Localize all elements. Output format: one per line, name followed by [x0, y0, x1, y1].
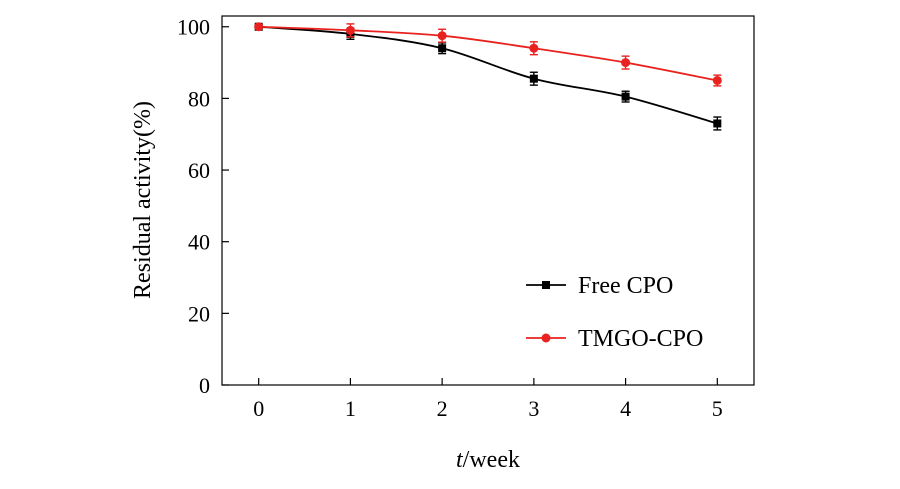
y-tick-label: 100 — [177, 15, 210, 40]
y-axis-title: Residual activity(%) — [130, 101, 156, 299]
x-axis-ticks: 0 1 2 3 4 5 — [253, 378, 723, 421]
data-point — [621, 92, 630, 101]
legend-entry-tmgo-cpo: TMGO-CPO — [526, 326, 703, 352]
series-free-cpo — [254, 22, 722, 131]
x-tick-label: 4 — [620, 396, 631, 421]
series-line-free-cpo — [258, 25, 718, 125]
data-point — [438, 44, 447, 53]
data-point — [529, 43, 539, 53]
series-line-tmgo-cpo — [258, 25, 718, 82]
series-layer — [254, 22, 722, 131]
data-point — [345, 25, 355, 35]
legend-label-tmgo-cpo: TMGO-CPO — [578, 326, 703, 352]
y-axis-ticks: 0 20 40 60 80 100 — [177, 15, 229, 398]
legend: Free CPO TMGO-CPO — [526, 273, 703, 352]
y-tick-label: 40 — [188, 230, 210, 255]
data-point — [437, 31, 447, 41]
y-tick-label: 0 — [199, 373, 210, 398]
plot-frame — [221, 15, 755, 386]
data-point — [713, 119, 722, 128]
legend-label-free-cpo: Free CPO — [578, 273, 673, 299]
data-point — [529, 74, 538, 83]
data-point — [254, 22, 264, 32]
x-axis-title: t/week — [456, 447, 520, 473]
legend-marker-free-cpo — [542, 281, 550, 289]
legend-entry-free-cpo: Free CPO — [526, 273, 673, 299]
x-axis-title-unit: /week — [463, 447, 520, 473]
x-tick-label: 1 — [345, 396, 356, 421]
legend-marker-tmgo-cpo — [541, 333, 551, 343]
x-tick-label: 5 — [712, 396, 723, 421]
y-tick-label: 80 — [188, 86, 210, 111]
x-tick-label: 2 — [437, 396, 448, 421]
x-tick-label: 3 — [528, 396, 539, 421]
data-point — [621, 58, 631, 68]
series-tmgo-cpo — [254, 22, 722, 87]
y-tick-label: 20 — [188, 301, 210, 326]
data-point — [712, 75, 722, 85]
x-axis-title-italic: t — [456, 447, 464, 473]
x-tick-label: 0 — [253, 396, 264, 421]
y-tick-label: 60 — [188, 158, 210, 183]
